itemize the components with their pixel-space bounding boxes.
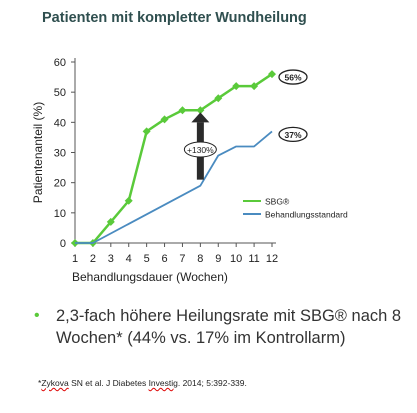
- x-tick-label: 10: [230, 253, 242, 265]
- series-line-sbg: [75, 73, 273, 245]
- annotations: 56% 37% +130%: [183, 69, 308, 180]
- data-point-marker: [142, 127, 151, 136]
- x-tick-label: 1: [72, 253, 78, 265]
- x-tick-label: 4: [126, 253, 132, 265]
- legend: SBG® Behandlungsstandard: [243, 197, 348, 220]
- x-tick-label: 9: [215, 253, 221, 265]
- value-callout-bubble: [278, 126, 308, 143]
- footnote-middle: SN et al. J Diabetes: [68, 378, 149, 388]
- x-tick-label: 12: [266, 253, 278, 265]
- footnote-suffix: . 2014; 5:392-339.: [177, 378, 247, 388]
- x-tick-label: 3: [108, 253, 114, 265]
- legend-label: Behandlungsstandard: [265, 210, 348, 220]
- series-group: [71, 70, 276, 247]
- data-point-marker: [196, 106, 205, 115]
- y-tick-label: 50: [54, 87, 66, 99]
- x-tick-label: 11: [248, 253, 259, 265]
- citation-footnote: *Zykova SN et al. J Diabetes Investig. 2…: [38, 378, 247, 388]
- y-tick-label: 10: [54, 208, 66, 220]
- bullet-marker: •: [34, 307, 40, 324]
- value-callout-label: 37%: [284, 130, 301, 140]
- legend-label: SBG®: [265, 197, 290, 207]
- x-tick-label: 8: [197, 253, 203, 265]
- footnote-prefix: *: [38, 378, 42, 388]
- x-tick-label: 7: [179, 253, 185, 265]
- x-tick-label: 2: [90, 253, 96, 265]
- data-point-marker: [268, 70, 276, 79]
- footnote-journal: Investig: [148, 378, 178, 388]
- data-point-marker: [214, 94, 223, 103]
- y-tick-label: 0: [60, 238, 66, 250]
- value-callout-label: 56%: [284, 73, 301, 83]
- data-point-marker: [124, 196, 133, 205]
- data-point-marker: [160, 115, 169, 124]
- key-finding-text: 2,3-fach höhere Heilungsrate mit SBG® na…: [56, 307, 402, 347]
- y-axis-label: Patientenanteil (%): [31, 102, 45, 203]
- x-tick-label: 5: [144, 253, 150, 265]
- data-point-marker: [232, 82, 241, 91]
- x-axis-label: Behandlungsdauer (Wochen): [72, 270, 228, 284]
- data-point-marker: [178, 106, 187, 115]
- y-tick-label: 30: [54, 148, 66, 160]
- y-tick-label: 20: [54, 178, 66, 190]
- y-tick-label: 40: [54, 117, 66, 129]
- chart-title: Patienten mit kompletter Wundheilung: [42, 10, 307, 26]
- data-point-marker: [250, 82, 259, 91]
- series-line-standard: [75, 130, 273, 244]
- y-tick-label: 60: [54, 57, 66, 69]
- footnote-author: Zykova: [41, 378, 69, 388]
- value-callout-bubble: [278, 69, 308, 85]
- x-tick-label: 6: [161, 253, 167, 265]
- increase-callout-bubble: [183, 141, 217, 158]
- increase-callout-label: +130%: [187, 145, 214, 155]
- data-point-marker: [106, 217, 115, 226]
- increase-arrow-head: [191, 112, 210, 123]
